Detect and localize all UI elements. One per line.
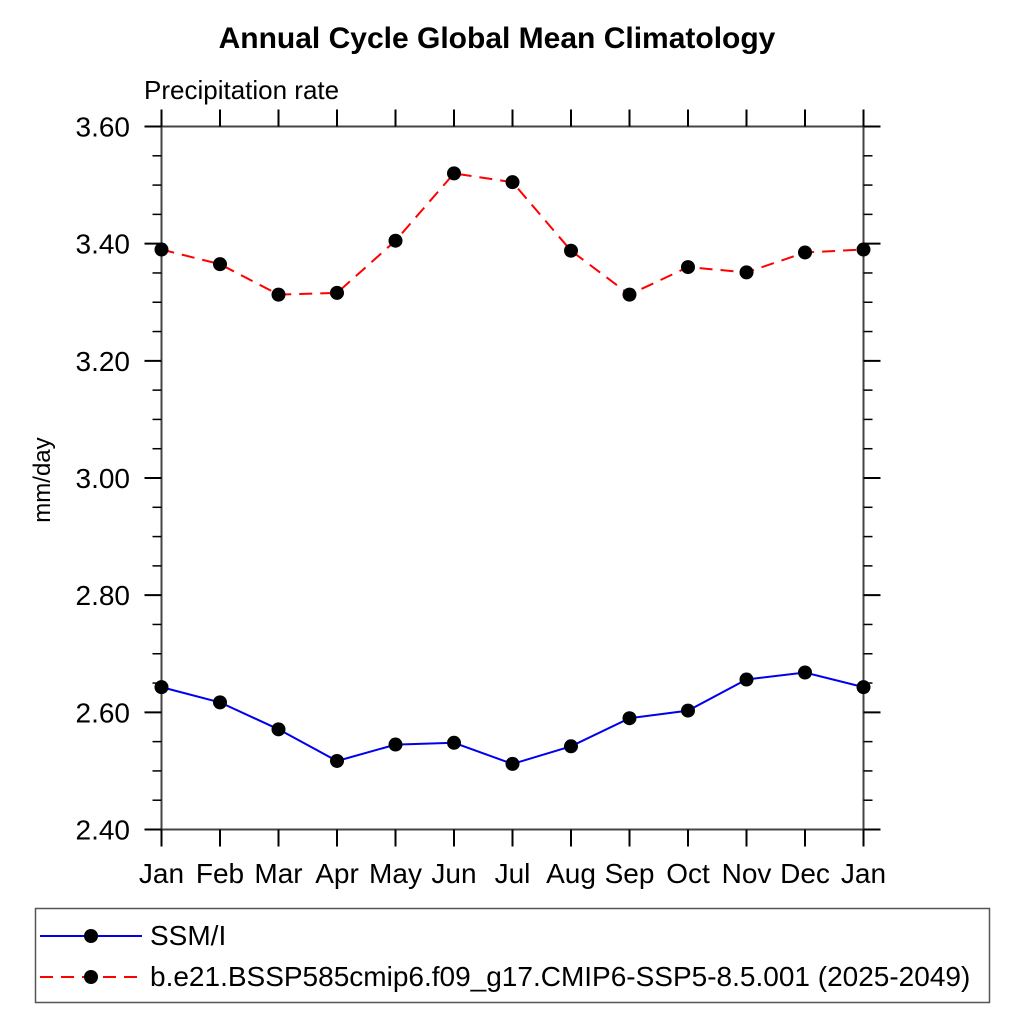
legend-box — [34, 907, 991, 1004]
series-line — [161, 671, 864, 765]
y-tick-label: 3.00 — [76, 463, 131, 494]
data-point-marker — [154, 680, 169, 695]
data-point-marker — [739, 672, 754, 687]
data-point-marker — [447, 166, 461, 181]
data-point-marker — [856, 680, 871, 695]
data-point-marker — [154, 242, 169, 257]
data-point-marker — [388, 737, 403, 752]
legend-label: b.e21.BSSP585cmip6.f09_g17.CMIP6-SSP5-8.… — [150, 961, 970, 992]
data-point-marker — [622, 711, 637, 726]
x-tick-label: Feb — [196, 858, 244, 889]
data-point-marker — [213, 695, 227, 710]
data-point-marker — [739, 265, 754, 280]
x-tick-label: Jun — [431, 858, 476, 889]
legend-marker — [84, 970, 98, 984]
y-tick-label: 3.20 — [76, 346, 131, 377]
x-tick-label: Jan — [139, 858, 184, 889]
legend-label: SSM/I — [150, 920, 226, 951]
data-point-marker — [856, 242, 871, 257]
y-tick-label: 2.40 — [76, 815, 131, 846]
x-tick-label: Mar — [254, 858, 302, 889]
data-point-marker — [213, 257, 227, 272]
y-axis-label: mm/day — [29, 437, 56, 522]
y-tick-label: 2.60 — [76, 697, 131, 728]
axes: 2.40 2.60 2.80 3.00 3.20 3.40 3.60 Jan Feb Mar Apr… — [76, 109, 886, 889]
data-point-marker — [798, 245, 812, 260]
x-tick-label: Sep — [605, 858, 655, 889]
y-tick-label: 3.60 — [76, 112, 131, 143]
data-point-marker — [447, 735, 461, 750]
x-tick-label: Aug — [546, 858, 596, 889]
data-point-marker — [505, 175, 520, 190]
legend: SSM/I b.e21.BSSP585cmip6.f09_g17.CMIP6-SS… — [34, 907, 991, 1004]
x-tick-label: Oct — [666, 858, 710, 889]
data-point-marker — [681, 703, 695, 718]
data-point-marker — [330, 285, 344, 300]
x-tick-label: Dec — [780, 858, 830, 889]
data-point-marker — [564, 243, 578, 258]
data-point-marker — [271, 722, 286, 737]
data-point-marker — [505, 756, 520, 771]
data-point-marker — [622, 287, 637, 302]
legend-marker — [84, 929, 98, 943]
x-tick-label: May — [369, 858, 422, 889]
data-point-marker — [330, 753, 344, 768]
data-point-marker — [681, 260, 695, 275]
chart-subtitle: Precipitation rate — [144, 75, 339, 105]
x-tick-label: Jan — [841, 858, 886, 889]
x-tick-label: Jul — [495, 858, 531, 889]
data-point-marker — [798, 665, 812, 680]
x-tick-label: Apr — [315, 858, 359, 889]
series-lines — [161, 172, 864, 765]
data-point-markers — [154, 166, 871, 771]
series-line — [161, 172, 864, 296]
data-point-marker — [388, 233, 403, 248]
x-tick-label: Nov — [722, 858, 772, 889]
y-tick-label: 2.80 — [76, 580, 131, 611]
data-point-marker — [564, 739, 578, 754]
y-tick-label: 3.40 — [76, 229, 131, 260]
chart-title: Annual Cycle Global Mean Climatology — [219, 22, 776, 55]
data-point-marker — [271, 287, 286, 302]
legend-rows: SSM/I b.e21.BSSP585cmip6.f09_g17.CMIP6-SS… — [40, 920, 970, 992]
